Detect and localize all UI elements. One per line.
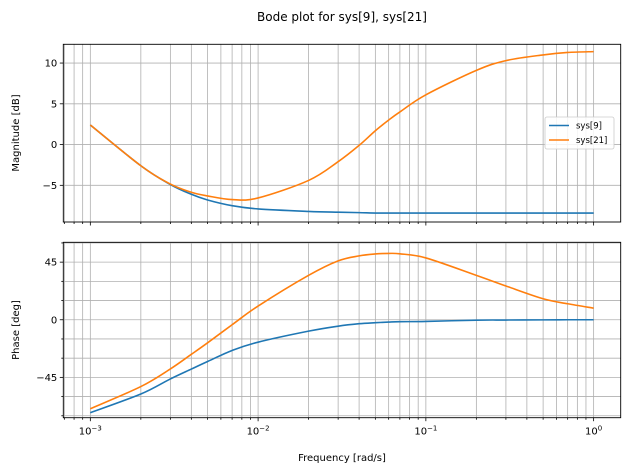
series-line-sys21 bbox=[89, 50, 594, 201]
phase-axes: 45 0 −45 10−3 10−2 10−1 100 bbox=[36, 241, 622, 438]
legend-label: sys[9] bbox=[576, 122, 602, 132]
x-tick-label: 10−1 bbox=[414, 425, 437, 438]
magnitude-axes: 10 5 0 −5 bbox=[43, 43, 622, 226]
x-axis-label: Frequency [rad/s] bbox=[298, 453, 386, 464]
y-tick-label: 10 bbox=[45, 59, 58, 70]
y-tick-label: 5 bbox=[51, 99, 57, 110]
y-tick-label: −45 bbox=[36, 373, 57, 384]
x-tick-label: 100 bbox=[585, 425, 602, 438]
series-line-sys9 bbox=[89, 124, 594, 214]
axes-frame bbox=[62, 43, 622, 223]
chart-title: Bode plot for sys[9], sys[21] bbox=[257, 10, 427, 24]
magnitude-y-label: Magnitude [dB] bbox=[11, 94, 22, 171]
y-tick-label: 0 bbox=[51, 315, 57, 326]
legend: sys[9] sys[21] bbox=[544, 116, 615, 150]
axes-frame bbox=[62, 241, 622, 419]
y-tick-label: 0 bbox=[51, 140, 57, 151]
series-line-sys9 bbox=[90, 318, 594, 414]
phase-y-label: Phase [deg] bbox=[11, 300, 22, 360]
legend-label: sys[21] bbox=[576, 136, 607, 146]
x-tick-label: 10−2 bbox=[247, 425, 270, 438]
y-tick-label: 45 bbox=[45, 258, 58, 269]
x-tick-label: 10−3 bbox=[79, 425, 102, 438]
y-tick-label: −5 bbox=[43, 181, 58, 192]
series-line-sys21 bbox=[90, 252, 594, 410]
